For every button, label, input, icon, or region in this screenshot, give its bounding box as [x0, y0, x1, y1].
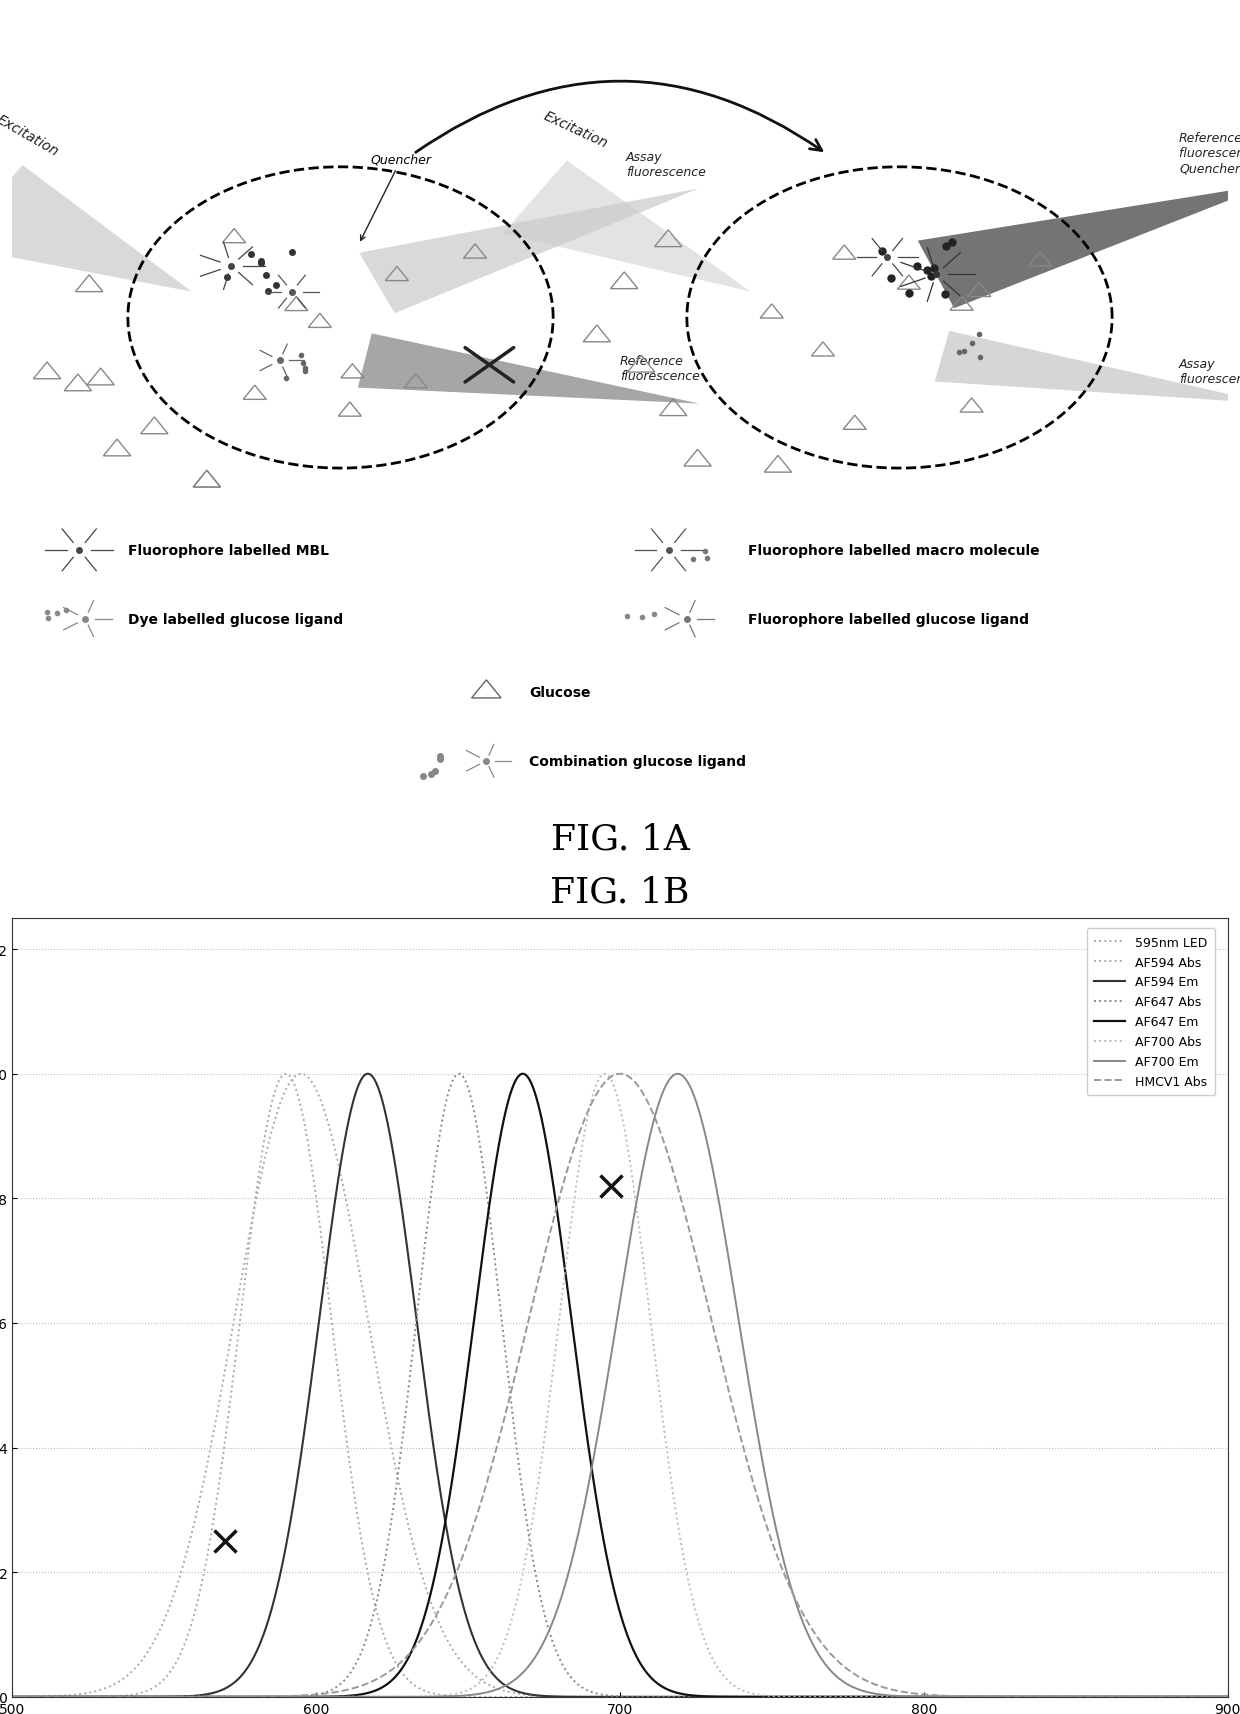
AF647 Abs [1226, 1687, 1240, 1707]
AF647 Em [1089, 1687, 1104, 1707]
HMCV1 Abs [196, 1687, 211, 1707]
Line: AF594 Abs: AF594 Abs [0, 1075, 1240, 1697]
HMCV1 Abs [613, 1064, 627, 1085]
AF647 Em [464, 1332, 479, 1352]
HMCV1 Abs [464, 1522, 479, 1543]
AF647 Abs [196, 1687, 211, 1707]
Line: AF647 Em: AF647 Em [0, 1075, 1240, 1697]
AF700 Abs [196, 1687, 211, 1707]
Text: Assay
fluorescence: Assay fluorescence [626, 151, 706, 180]
AF647 Abs [1089, 1687, 1104, 1707]
HMCV1 Abs [1226, 1687, 1240, 1707]
Legend: 595nm LED, AF594 Abs, AF594 Em, AF647 Abs, AF647 Em, AF700 Abs, AF700 Em, HMCV1 : 595nm LED, AF594 Abs, AF594 Em, AF647 Ab… [1086, 929, 1215, 1095]
AF594 Abs [464, 1687, 479, 1707]
AF594 Abs [520, 1687, 534, 1707]
Text: Excitation: Excitation [541, 108, 610, 151]
Line: 595nm LED: 595nm LED [0, 1075, 1240, 1697]
FancyArrowPatch shape [415, 82, 822, 153]
Polygon shape [0, 166, 192, 293]
Line: AF594 Em: AF594 Em [0, 1075, 1240, 1697]
595nm LED [1089, 1687, 1104, 1707]
Line: HMCV1 Abs: HMCV1 Abs [0, 1075, 1240, 1697]
Polygon shape [360, 189, 699, 314]
Text: Reference
fluorescence: Reference fluorescence [620, 355, 699, 384]
Text: Reference
fluorescence +
Quencher: Reference fluorescence + Quencher [1179, 132, 1240, 175]
Text: Glucose: Glucose [528, 686, 590, 699]
Polygon shape [935, 333, 1240, 405]
AF700 Em [196, 1687, 211, 1707]
595nm LED [294, 1064, 309, 1085]
AF700 Em [120, 1687, 135, 1707]
Line: AF700 Abs: AF700 Abs [0, 1075, 1240, 1697]
HMCV1 Abs [1089, 1687, 1104, 1707]
AF700 Em [464, 1685, 479, 1705]
AF700 Abs [120, 1687, 135, 1707]
AF700 Abs [464, 1678, 479, 1699]
AF700 Em [520, 1659, 534, 1680]
AF594 Abs [120, 1685, 135, 1705]
595nm LED [120, 1664, 135, 1685]
AF594 Abs [1089, 1687, 1104, 1707]
Polygon shape [918, 185, 1240, 309]
Polygon shape [503, 161, 750, 293]
Text: Combination glucose ligand: Combination glucose ligand [528, 754, 745, 768]
AF594 Abs [1226, 1687, 1240, 1707]
Polygon shape [358, 334, 699, 405]
AF647 Em [516, 1064, 531, 1085]
AF700 Em [1089, 1687, 1104, 1707]
AF700 Em [1226, 1687, 1240, 1707]
AF700 Abs [520, 1544, 534, 1565]
AF594 Abs [196, 1567, 211, 1587]
AF647 Em [520, 1066, 534, 1087]
AF594 Abs [278, 1064, 293, 1085]
595nm LED [520, 1685, 534, 1705]
Text: Fluorophore labelled MBL: Fluorophore labelled MBL [128, 543, 329, 557]
AF594 Em [464, 1623, 479, 1644]
AF700 Abs [598, 1064, 613, 1085]
Text: Fluorophore labelled macro molecule: Fluorophore labelled macro molecule [748, 543, 1039, 557]
AF647 Em [120, 1687, 135, 1707]
AF700 Em [670, 1064, 684, 1085]
Text: Dye labelled glucose ligand: Dye labelled glucose ligand [128, 612, 343, 626]
AF594 Em [120, 1687, 135, 1707]
AF594 Em [520, 1683, 534, 1704]
AF647 Abs [520, 1513, 534, 1534]
Text: Quencher: Quencher [361, 154, 432, 242]
AF700 Abs [1089, 1687, 1104, 1707]
AF594 Em [361, 1064, 376, 1085]
Line: AF647 Abs: AF647 Abs [0, 1075, 1240, 1697]
595nm LED [196, 1472, 211, 1493]
AF647 Abs [451, 1064, 466, 1085]
Text: Excitation: Excitation [0, 113, 61, 159]
AF700 Abs [1226, 1687, 1240, 1707]
595nm LED [464, 1663, 479, 1683]
AF647 Abs [464, 1092, 479, 1112]
Text: FIG. 1A: FIG. 1A [551, 823, 689, 855]
AF594 Em [1089, 1687, 1104, 1707]
Title: FIG. 1B: FIG. 1B [551, 874, 689, 908]
Text: Assay
fluorescence: Assay fluorescence [1179, 358, 1240, 386]
AF647 Em [196, 1687, 211, 1707]
HMCV1 Abs [520, 1318, 534, 1339]
HMCV1 Abs [120, 1687, 135, 1707]
Line: AF700 Em: AF700 Em [0, 1075, 1240, 1697]
AF594 Em [1226, 1687, 1240, 1707]
Text: Fluorophore labelled glucose ligand: Fluorophore labelled glucose ligand [748, 612, 1029, 626]
595nm LED [1226, 1687, 1240, 1707]
AF594 Em [196, 1685, 211, 1705]
AF647 Abs [120, 1687, 135, 1707]
AF647 Em [1226, 1687, 1240, 1707]
